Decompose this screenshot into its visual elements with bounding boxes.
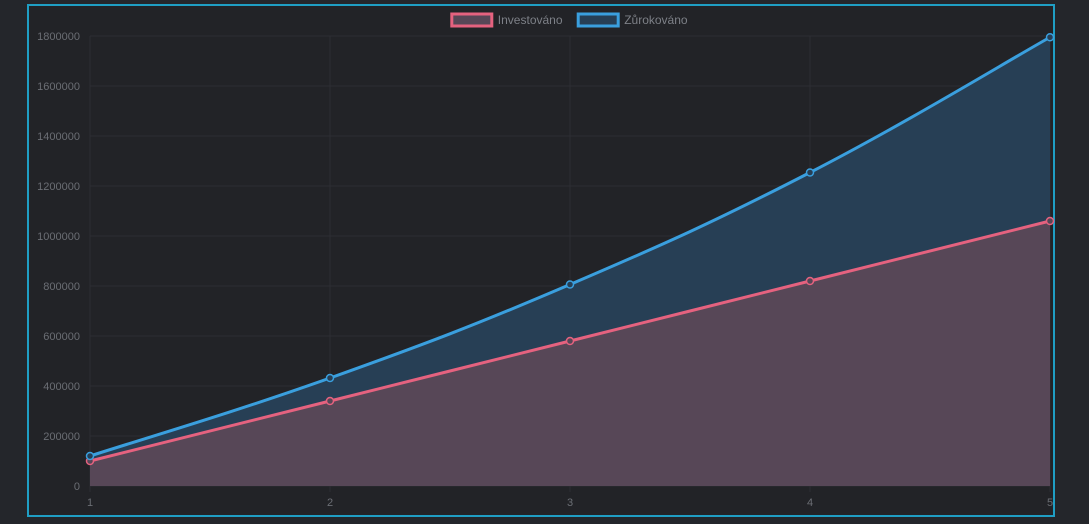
x-tick-label: 5 bbox=[1047, 497, 1053, 509]
data-points bbox=[85, 33, 1055, 466]
data-point[interactable] bbox=[1045, 216, 1055, 226]
x-tick-label: 4 bbox=[807, 497, 813, 509]
data-point[interactable] bbox=[85, 451, 95, 461]
data-point[interactable] bbox=[325, 373, 335, 383]
y-tick-label: 800000 bbox=[43, 281, 80, 293]
y-axis-ticks: 0 200000 400000 600000 800000 1000000 1200000 1… bbox=[37, 31, 80, 493]
y-tick-label: 1800000 bbox=[37, 31, 80, 43]
data-point[interactable] bbox=[1045, 33, 1055, 42]
x-tick-label: 3 bbox=[567, 497, 573, 509]
legend-label[interactable]: Zůrokováno bbox=[624, 13, 688, 27]
legend-label[interactable]: Investováno bbox=[498, 13, 563, 27]
legend: Investováno Zůrokováno bbox=[450, 12, 688, 28]
y-tick-label: 1400000 bbox=[37, 131, 80, 143]
y-tick-label: 0 bbox=[74, 481, 80, 493]
x-tick-label: 1 bbox=[87, 497, 93, 509]
data-point[interactable] bbox=[565, 336, 575, 346]
legend-swatch[interactable] bbox=[450, 12, 494, 28]
y-tick-label: 1000000 bbox=[37, 231, 80, 243]
y-tick-label: 600000 bbox=[43, 331, 80, 343]
data-point[interactable] bbox=[565, 280, 575, 289]
data-point[interactable] bbox=[325, 396, 335, 406]
data-point[interactable] bbox=[805, 168, 815, 177]
data-point[interactable] bbox=[805, 276, 815, 286]
y-tick-label: 400000 bbox=[43, 381, 80, 393]
x-axis-ticks: 1 2 3 4 5 bbox=[87, 497, 1053, 509]
area-fills bbox=[90, 37, 1050, 486]
x-tick-label: 2 bbox=[327, 497, 333, 509]
y-tick-label: 200000 bbox=[43, 431, 80, 443]
y-tick-label: 1600000 bbox=[37, 81, 80, 93]
series-area-1 bbox=[90, 221, 1050, 486]
legend-swatch[interactable] bbox=[576, 12, 620, 28]
y-tick-label: 1200000 bbox=[37, 181, 80, 193]
